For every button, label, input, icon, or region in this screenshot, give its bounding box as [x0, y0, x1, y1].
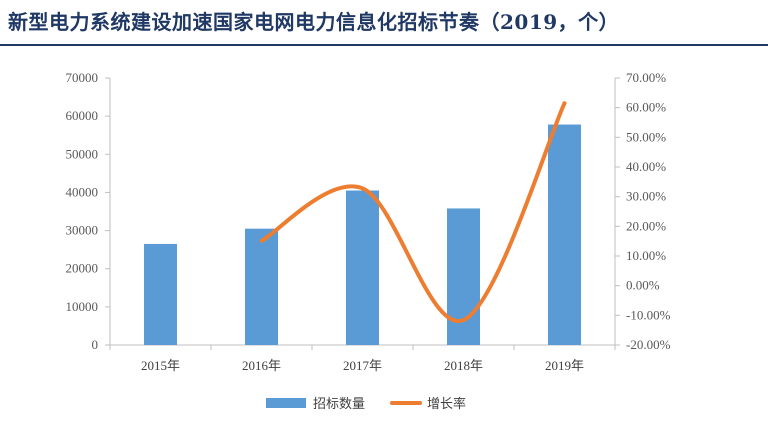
y-left-tick-label: 30000: [66, 223, 99, 238]
chart-title: 新型电力系统建设加速国家电网电力信息化招标节奏（2019，个）: [8, 10, 620, 34]
y-left-tick-label: 20000: [66, 261, 99, 276]
legend-line-label: 增长率: [427, 396, 466, 412]
y-left-tick-label: 60000: [66, 108, 99, 123]
bar: [447, 208, 480, 345]
title-divider: [0, 44, 768, 46]
x-tick-label: 2016年: [242, 358, 281, 373]
bar: [144, 243, 177, 345]
y-right-tick-label: 20.00%: [626, 218, 666, 233]
y-right-tick-label: -20.00%: [626, 337, 671, 352]
y-right-tick-label: 40.00%: [626, 159, 666, 174]
growth-rate-line: [259, 101, 567, 324]
y-right-tick-label: 30.00%: [626, 189, 666, 204]
chart-axes: 0 10000 20000 30000 40000 50000 60000 70000 -20.…: [66, 70, 671, 373]
y-left-tick-label: 10000: [66, 299, 99, 314]
y-left-tick-label: 40000: [66, 184, 99, 199]
y-right-tick-label: 50.00%: [626, 129, 666, 144]
y-left-tick-label: 70000: [66, 70, 99, 85]
bar: [548, 124, 581, 345]
x-tick-label: 2018年: [444, 358, 483, 373]
y-right-tick-label: 60.00%: [626, 100, 666, 115]
bar: [245, 228, 278, 345]
y-left-tick-label: 0: [92, 337, 99, 352]
x-tick-label: 2015年: [141, 358, 180, 373]
y-right-tick-label: 0.00%: [626, 278, 660, 293]
y-right-tick-label: -10.00%: [626, 307, 671, 322]
x-tick-label: 2019年: [545, 358, 584, 373]
y-right-tick-label: 10.00%: [626, 248, 666, 263]
legend-bar-swatch: [266, 398, 306, 408]
legend-bar-label: 招标数量: [313, 397, 365, 412]
y-right-tick-label: 70.00%: [626, 70, 666, 85]
x-tick-label: 2017年: [343, 358, 382, 373]
line-series: [259, 101, 567, 324]
bar-series: [144, 124, 581, 345]
bar: [346, 190, 379, 345]
chart-legend: 招标数量 增长率: [266, 396, 466, 412]
y-left-tick-label: 50000: [66, 146, 99, 161]
